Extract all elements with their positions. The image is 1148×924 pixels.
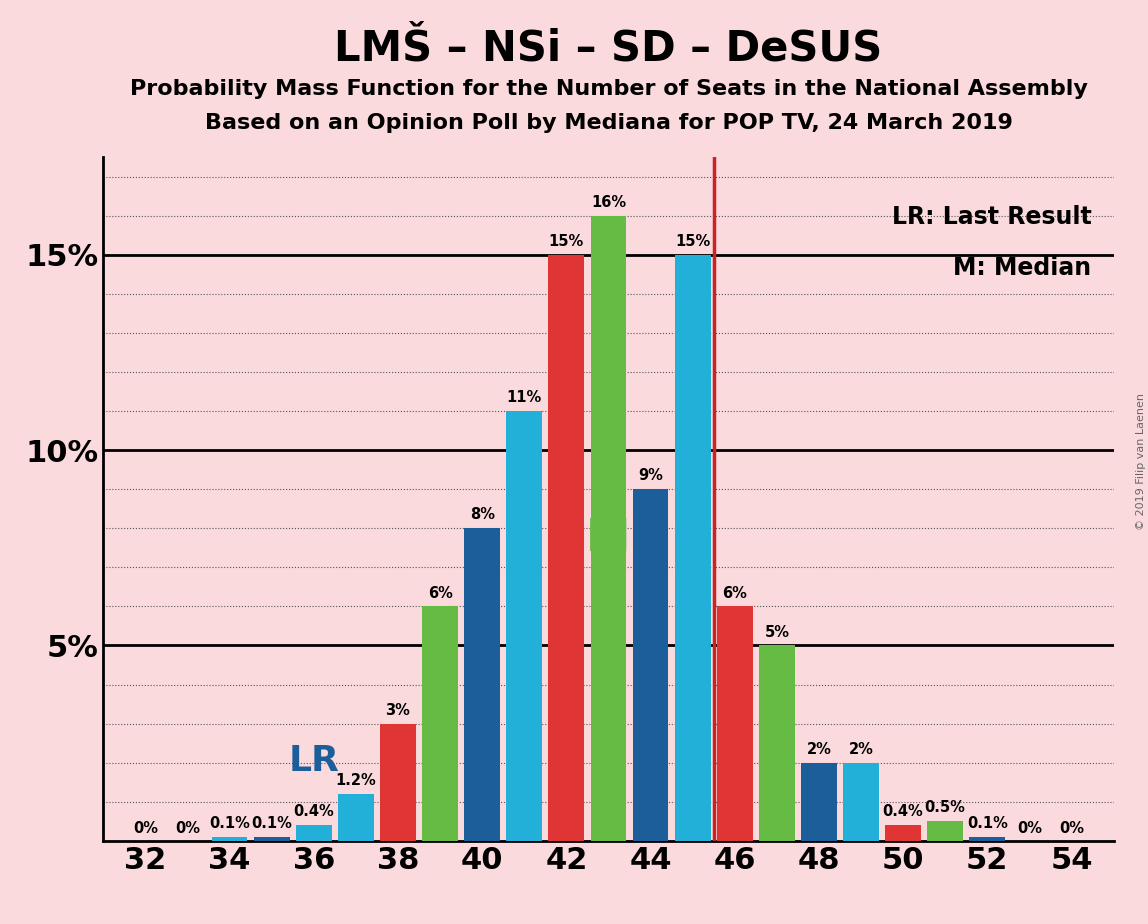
Bar bbox=[296, 825, 332, 841]
Text: 8%: 8% bbox=[470, 507, 495, 522]
Bar bbox=[969, 837, 1006, 841]
Bar bbox=[716, 606, 753, 841]
Text: 5%: 5% bbox=[765, 625, 790, 639]
Text: 0.1%: 0.1% bbox=[251, 816, 292, 831]
Bar bbox=[885, 825, 921, 841]
Text: 15%: 15% bbox=[675, 234, 711, 249]
Bar bbox=[422, 606, 458, 841]
Text: M: Median: M: Median bbox=[953, 256, 1092, 280]
Bar bbox=[506, 411, 542, 841]
Text: LMŠ – NSi – SD – DeSUS: LMŠ – NSi – SD – DeSUS bbox=[334, 28, 883, 69]
Bar bbox=[549, 255, 584, 841]
Text: Based on an Opinion Poll by Mediana for POP TV, 24 March 2019: Based on an Opinion Poll by Mediana for … bbox=[204, 113, 1013, 133]
Text: LR: LR bbox=[288, 745, 340, 778]
Text: 6%: 6% bbox=[427, 586, 452, 601]
Bar bbox=[928, 821, 963, 841]
Text: LR: Last Result: LR: Last Result bbox=[892, 205, 1092, 229]
Bar bbox=[380, 723, 416, 841]
Bar bbox=[759, 646, 794, 841]
Text: 15%: 15% bbox=[549, 234, 584, 249]
Text: 9%: 9% bbox=[638, 468, 664, 483]
Text: 6%: 6% bbox=[722, 586, 747, 601]
Bar bbox=[675, 255, 711, 841]
Text: 2%: 2% bbox=[806, 742, 831, 757]
Text: 3%: 3% bbox=[386, 703, 411, 718]
Text: M: M bbox=[587, 517, 630, 560]
Text: 0%: 0% bbox=[133, 821, 158, 836]
Bar bbox=[843, 762, 879, 841]
Text: 16%: 16% bbox=[591, 195, 626, 210]
Text: 0%: 0% bbox=[1017, 821, 1042, 836]
Text: 11%: 11% bbox=[506, 390, 542, 406]
Bar bbox=[801, 762, 837, 841]
Text: 0.4%: 0.4% bbox=[294, 805, 334, 820]
Text: 0%: 0% bbox=[174, 821, 200, 836]
Text: 0.1%: 0.1% bbox=[967, 816, 1008, 831]
Text: 0.4%: 0.4% bbox=[883, 805, 923, 820]
Bar bbox=[633, 489, 668, 841]
Text: 0.5%: 0.5% bbox=[925, 800, 965, 816]
Text: 2%: 2% bbox=[848, 742, 874, 757]
Text: 0.1%: 0.1% bbox=[209, 816, 250, 831]
Bar bbox=[464, 529, 501, 841]
Text: 1.2%: 1.2% bbox=[335, 773, 377, 788]
Bar bbox=[254, 837, 289, 841]
Text: Probability Mass Function for the Number of Seats in the National Assembly: Probability Mass Function for the Number… bbox=[130, 79, 1087, 99]
Text: 0%: 0% bbox=[1058, 821, 1084, 836]
Text: © 2019 Filip van Laenen: © 2019 Filip van Laenen bbox=[1135, 394, 1146, 530]
Bar bbox=[338, 794, 374, 841]
Bar bbox=[590, 215, 627, 841]
Bar bbox=[211, 837, 248, 841]
